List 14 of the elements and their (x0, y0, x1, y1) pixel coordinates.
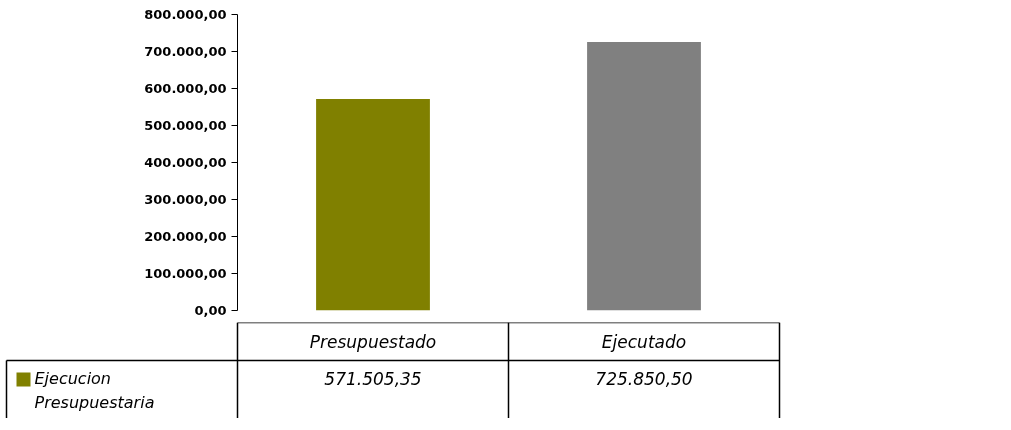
x-tick-label: Presupuestado (309, 331, 437, 352)
legend-label: Ejecucion Presupuestaria (34, 368, 155, 413)
y-tick-label: 0,00 (194, 303, 227, 318)
data-label: 725.850,50 (595, 369, 693, 389)
y-tick-label: 700.000,00 (144, 44, 227, 59)
data-label: 571.505,35 (324, 369, 422, 389)
y-tick-label: 200.000,00 (144, 229, 227, 244)
y-tick-label: 400.000,00 (144, 155, 227, 170)
y-tick-label: 300.000,00 (144, 192, 227, 207)
y-tick-label: 500.000,00 (144, 118, 227, 133)
x-tick-label: Ejecutado (601, 331, 687, 352)
y-tick-label: 800.000,00 (144, 7, 227, 22)
y-tick-label: 600.000,00 (144, 81, 227, 96)
y-tick-label: 100.000,00 (144, 266, 227, 281)
